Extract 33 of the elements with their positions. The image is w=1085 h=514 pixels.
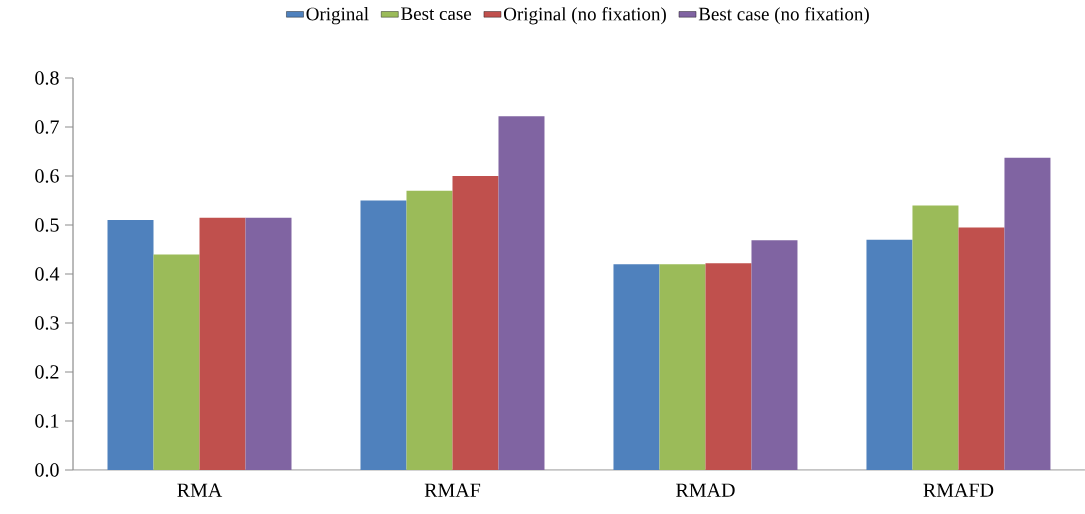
bar (452, 176, 499, 470)
y-tick-label: 0.4 (35, 267, 60, 281)
bar (107, 220, 154, 470)
x-tick-label: RMAF (424, 483, 481, 497)
y-tick-label: 0.6 (35, 169, 59, 183)
bar (958, 227, 1005, 470)
bar (360, 200, 407, 470)
bar (406, 190, 453, 470)
bar (912, 205, 959, 470)
x-tick-label: RMA (177, 483, 223, 497)
bar (751, 240, 798, 470)
y-tick-label: 0.2 (35, 365, 59, 379)
y-tick-label: 0.5 (35, 218, 59, 232)
bar (199, 217, 246, 470)
legend-label: Original (no fixation) (503, 6, 666, 25)
x-tick-label: RMAFD (923, 483, 994, 497)
y-tick-label: 0.0 (35, 463, 59, 477)
legend-label: Original (306, 7, 369, 25)
y-tick-label: 0.8 (35, 71, 59, 85)
x-tick-label: RMAD (676, 483, 735, 497)
bar (613, 264, 660, 470)
bar (866, 239, 913, 470)
y-tick-label: 0.7 (35, 120, 59, 134)
bar (659, 264, 706, 470)
legend-label: Best case (no fixation) (698, 6, 869, 25)
y-tick-label: 0.3 (35, 316, 59, 330)
bar (153, 254, 200, 470)
legend-label: Best case (401, 7, 472, 21)
bar (1004, 157, 1051, 470)
bar (245, 217, 292, 470)
bar (705, 263, 752, 470)
bar (498, 116, 545, 470)
y-tick-label: 0.1 (35, 414, 59, 428)
